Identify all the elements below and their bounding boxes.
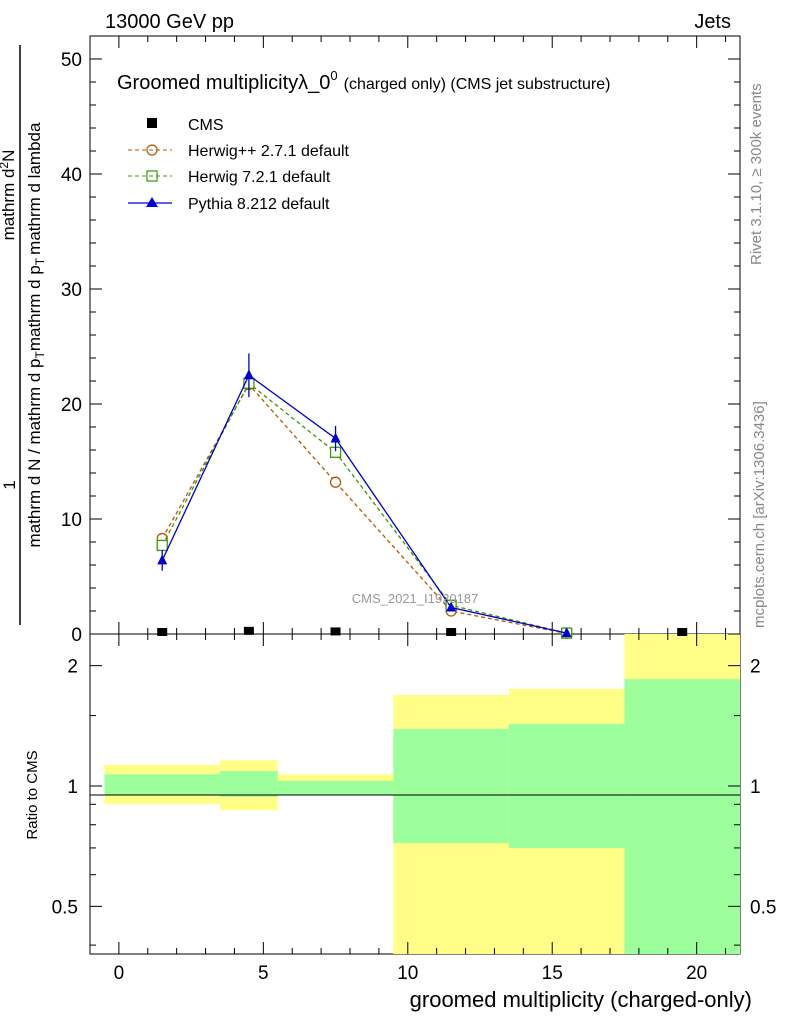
main-ytick-label-20: 20 [61,395,82,416]
ratio-xtick-label-20: 20 [686,963,707,984]
main-axis-ticks: 0 10 20 30 40 50 [61,35,740,646]
plot-title: Groomed multiplicityλ_00 (charged only) (… [117,68,610,94]
data-point-herwigpp-2 [329,476,342,488]
ratio-stat-band-0 [104,774,220,795]
ylabel-den-part3: mathrm d lambda [25,122,44,255]
legend-cms-label: CMS [188,117,224,134]
ratio-ylabel: Ratio to CMS [24,750,41,839]
ratio-xtick-label-15: 15 [542,963,563,984]
legend-pythia-label: Pythia 8.212 default [188,196,330,213]
main-ytick-label-50: 50 [61,50,82,71]
data-point-cms-2 [330,627,341,636]
main-series-group [156,353,688,640]
ratio-stat-band-3 [393,728,509,844]
legend-herwigpp-label: Herwig++ 2.7.1 default [188,143,350,160]
main-ytick-label-0: 0 [71,625,82,646]
data-point-cms-0 [157,628,168,636]
ratio-stat-band-2 [277,780,394,795]
mcplots-label: mcplots.cern.ch [arXiv:1306.3436] [751,401,768,628]
ratio-ytick-label-right-2: 2 [750,657,761,678]
ylabel-den-sub2: T [33,257,47,265]
ylabel-denominator: mathrm d N / mathrm d pTmathrm d pTmathr… [25,122,47,547]
legend-pythia-marker [146,197,158,207]
xaxis-label: groomed multiplicity (charged-only) [410,987,752,1012]
title-main: Groomed multiplicityλ_0 [117,72,330,94]
main-ytick-label-10: 10 [61,510,82,531]
legend-cms-marker [147,118,157,128]
ratio-axis-ticks: 0 5 10 15 20 0.5 0.5 1 1 2 2 [52,634,776,984]
ratio-ytick-label-1: 1 [67,777,78,798]
data-point-pythia-4 [561,627,572,638]
ratio-stat-band-1 [220,771,278,797]
ratio-xtick-label-5: 5 [258,963,269,984]
legend: CMS Herwig++ 2.7.1 default Herwig 7.2.1 … [128,117,350,213]
title-suffix: (charged only) (CMS jet substructure) [344,76,611,93]
ylabel-num-part1: mathrm d [0,169,18,241]
ylabel-inner-numerator: mathrm d2N [0,150,18,241]
data-point-pythia-3 [446,601,457,612]
data-point-cms-1 [243,626,254,635]
ratio-xtick-label-0: 0 [114,963,125,984]
ylabel-outer-numerator: 1 [0,480,19,489]
ratio-ytick-label-right-1: 1 [750,777,761,798]
legend-herwigpp-marker [146,144,158,156]
ratio-stat-band-5 [624,679,740,954]
ylabel-num-sup: 2 [0,162,11,169]
ratio-ytick-label-right-0.5: 0.5 [750,897,776,918]
ratio-bands [104,634,740,954]
ratio-xtick-label-10: 10 [397,963,418,984]
main-ytick-label-40: 40 [61,165,82,186]
series-line-1 [161,383,567,635]
main-ytick-label-30: 30 [61,280,82,301]
data-point-cms-5 [677,628,688,636]
ratio-stat-band-4 [508,723,625,848]
data-point-pythia-2 [330,432,341,443]
legend-herwig7-label: Herwig 7.2.1 default [188,169,331,186]
ylabel-num-part2: N [0,150,18,162]
data-point-cms-3 [446,628,457,636]
ylabel-den-sub1: T [33,351,47,359]
main-ylabel: 1 mathrm d N / mathrm d pTmathrm d pTmat… [0,45,47,625]
title-superscript: 0 [330,68,337,83]
ylabel-den-part1: mathrm d N / mathrm d p [25,359,44,548]
legend-herwig7-marker [146,170,158,182]
ratio-ytick-label-0.5: 0.5 [52,897,78,918]
rivet-label: Rivet 3.1.10, ≥ 300k events [748,83,765,265]
data-point-herwig7-0 [156,539,168,552]
analysis-watermark: CMS_2021_I1920187 [352,591,479,606]
ratio-ytick-label-2: 2 [67,657,78,678]
data-point-pythia-1 [243,369,254,380]
ylabel-den-part2: mathrm d p [25,265,44,351]
process-label: Jets [694,11,731,33]
data-point-pythia-0 [157,554,168,565]
energy-label: 13000 GeV pp [105,11,234,33]
